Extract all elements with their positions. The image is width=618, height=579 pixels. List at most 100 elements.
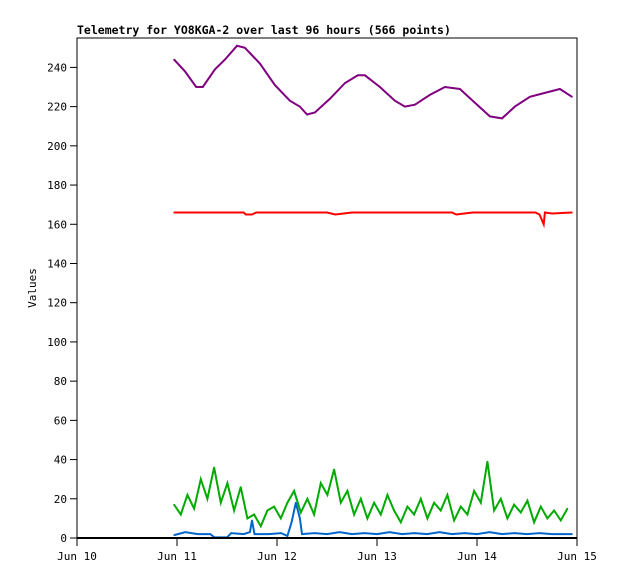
- data-point-green: [173, 503, 175, 506]
- data-point-purple: [236, 45, 238, 47]
- y-tick-label: 180: [47, 179, 67, 192]
- data-point-blue: [286, 535, 289, 537]
- data-point-green: [473, 490, 475, 492]
- y-tick-label: 20: [54, 493, 67, 506]
- data-point-purple: [289, 99, 291, 102]
- y-axis-label: Values: [26, 268, 39, 308]
- x-tick-label: Jun 10: [57, 550, 97, 563]
- data-point-green: [479, 501, 482, 504]
- data-point-green: [373, 501, 375, 504]
- data-point-red: [255, 211, 257, 214]
- data-point-green: [533, 521, 535, 524]
- data-point-green: [259, 525, 262, 528]
- data-point-purple: [184, 70, 186, 73]
- data-point-purple: [224, 58, 226, 61]
- data-point-blue: [290, 521, 293, 524]
- data-point-blue: [351, 533, 353, 535]
- data-point-green: [299, 511, 302, 514]
- data-point-green: [386, 494, 389, 496]
- data-point-red: [538, 213, 541, 216]
- data-point-green: [446, 494, 449, 496]
- data-point-blue: [267, 533, 270, 535]
- data-point-green: [306, 497, 309, 500]
- series-line-purple: [173, 44, 573, 120]
- y-tick-label: 120: [47, 297, 67, 310]
- data-point-green: [439, 509, 442, 512]
- x-axis: Jun 10 Jun 11 Jun 12 Jun 13 Jun 14 Jun 15: [57, 538, 597, 563]
- data-point-red: [334, 213, 337, 216]
- data-point-purple: [489, 115, 491, 118]
- data-point-blue: [571, 533, 573, 535]
- data-point-purple: [379, 86, 381, 88]
- data-point-green: [213, 466, 215, 469]
- data-point-blue: [253, 533, 256, 535]
- data-point-red: [534, 211, 537, 214]
- x-tick-label: Jun 12: [257, 550, 297, 563]
- data-point-purple: [394, 99, 396, 102]
- data-point-purple: [501, 117, 503, 120]
- data-point-red: [351, 211, 353, 214]
- data-point-red: [571, 211, 573, 214]
- y-tick-label: 160: [47, 218, 67, 231]
- data-point-red: [472, 211, 474, 214]
- data-point-green: [293, 490, 295, 492]
- data-point-green: [199, 478, 202, 480]
- data-point-purple: [404, 105, 406, 108]
- y-tick-label: 240: [47, 61, 67, 74]
- data-point-blue: [197, 533, 199, 535]
- data-point-blue: [326, 533, 328, 535]
- data-point-red: [173, 211, 175, 214]
- data-point-green: [339, 501, 342, 504]
- data-point-green: [233, 509, 235, 512]
- data-point-red: [542, 223, 545, 226]
- data-point-purple: [571, 96, 573, 98]
- data-point-blue: [526, 533, 528, 535]
- data-point-green: [239, 486, 242, 488]
- data-point-green: [566, 507, 569, 510]
- data-point-red: [326, 211, 328, 214]
- series-line-green: [173, 461, 569, 529]
- data-point-green: [433, 501, 435, 504]
- data-point-green: [273, 505, 275, 508]
- data-point-blue: [251, 519, 253, 522]
- data-point-green: [326, 494, 329, 496]
- data-point-green: [539, 505, 542, 508]
- y-axis: 0 20 40 60 80 100 120 140 160 180 200 220 240: [47, 61, 77, 545]
- data-point-blue: [184, 531, 187, 533]
- data-point-purple: [306, 113, 308, 116]
- data-point-green: [506, 517, 509, 520]
- data-point-blue: [294, 501, 297, 504]
- data-point-purple: [202, 86, 204, 88]
- data-point-purple: [299, 105, 301, 108]
- data-point-purple: [195, 86, 197, 88]
- data-point-purple: [274, 84, 276, 86]
- data-point-purple: [344, 82, 346, 84]
- x-tick-label: Jun 13: [357, 550, 397, 563]
- data-point-red: [551, 212, 553, 215]
- data-point-blue: [376, 533, 378, 535]
- data-point-green: [406, 505, 409, 508]
- data-point-green: [379, 513, 382, 516]
- data-point-blue: [438, 531, 441, 533]
- data-point-green: [359, 497, 362, 500]
- series-group: [173, 44, 573, 539]
- data-point-green: [526, 499, 529, 502]
- data-point-green: [519, 511, 522, 514]
- data-point-green: [453, 519, 455, 522]
- data-point-green: [353, 513, 355, 516]
- data-point-purple: [529, 96, 531, 98]
- data-point-blue: [280, 532, 282, 534]
- data-point-blue: [476, 533, 478, 535]
- data-point-blue: [173, 534, 175, 536]
- data-point-purple: [244, 47, 246, 49]
- data-point-purple: [414, 103, 416, 106]
- data-point-red: [544, 211, 546, 214]
- data-point-purple: [474, 101, 476, 104]
- data-point-purple: [459, 88, 461, 90]
- data-point-blue: [401, 533, 403, 535]
- data-point-purple: [173, 58, 175, 61]
- data-point-purple: [364, 74, 366, 77]
- y-tick-label: 140: [47, 257, 67, 270]
- data-point-green: [399, 521, 402, 524]
